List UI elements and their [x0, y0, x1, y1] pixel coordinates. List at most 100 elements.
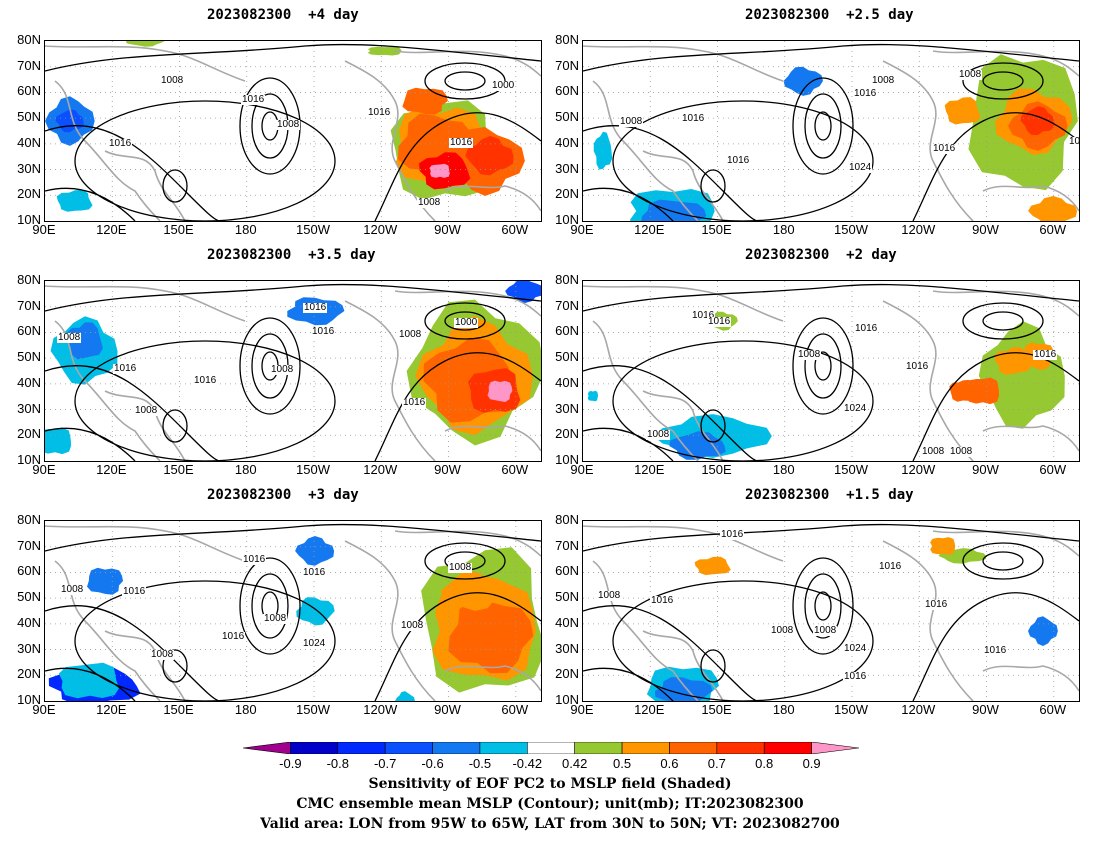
lat-tick-label: 80N — [555, 512, 579, 527]
contour-label: 1016 — [924, 599, 949, 610]
sensitivity-shading — [669, 431, 726, 460]
lat-tick-label: 30N — [555, 640, 579, 656]
lat-tick-label: 60N — [17, 323, 41, 339]
lat-tick-label: 10N — [17, 452, 41, 467]
isobar — [239, 557, 301, 655]
isobar — [444, 71, 486, 91]
isobar — [424, 302, 506, 340]
contour-label: 1008 — [400, 620, 425, 631]
caption-line-2: CMC ensemble mean MSLP (Contour); unit(m… — [296, 796, 804, 812]
isobar — [583, 523, 1079, 552]
isobar — [912, 112, 1079, 221]
lat-tick-label: 30N — [555, 160, 579, 176]
sensitivity-shading — [66, 322, 103, 360]
lat-tick-label: 20N — [555, 426, 579, 442]
isobar — [792, 317, 854, 415]
contour-label: 1016 — [691, 310, 716, 321]
lat-tick-label: 40N — [555, 614, 579, 630]
isobar — [814, 351, 832, 381]
contour-label: 1016 — [707, 316, 732, 327]
coastline — [642, 630, 724, 701]
colorbar-segment — [432, 742, 481, 754]
lon-tick-label: 90E — [570, 702, 594, 717]
sensitivity-shading — [126, 41, 165, 47]
sensitivity-shading — [45, 427, 71, 455]
isobar — [45, 43, 541, 72]
contour-label: 1016 — [650, 595, 675, 606]
colorbar-segment — [337, 742, 386, 754]
lon-tick-label: 60W — [1039, 222, 1067, 237]
coastline — [444, 425, 541, 452]
lat-tick-label: 40N — [17, 374, 41, 390]
coastline — [45, 525, 246, 562]
isobar — [45, 427, 136, 461]
contour-label: 1016 — [113, 363, 138, 374]
coastline — [592, 80, 699, 221]
lat-tick-label: 20N — [17, 426, 41, 442]
colorbar-segment — [479, 742, 528, 754]
contour-label: 1016 — [241, 94, 266, 105]
lon-tick-label: 120W — [901, 702, 936, 717]
coastline — [54, 80, 161, 221]
colorbar-label: 0.6 — [660, 756, 679, 771]
sensitivity-shading — [505, 281, 541, 303]
isobar — [45, 523, 541, 552]
lat-tick-label: 40N — [555, 374, 579, 390]
contour-label: 1016 — [449, 137, 474, 148]
colorbar-label: 0.9 — [802, 756, 821, 771]
sensitivity-shading — [654, 677, 713, 701]
sensitivity-shading — [783, 66, 823, 96]
lon-tick-label: 150E — [163, 462, 194, 477]
sensitivity-shading — [465, 136, 514, 176]
contour-label: 1016 — [878, 561, 903, 572]
contour-label: 1016 — [303, 302, 328, 313]
lat-tick-label: 40N — [555, 134, 579, 150]
coastline — [642, 150, 724, 221]
isobar — [804, 93, 842, 159]
coastline — [45, 45, 246, 82]
isobar — [792, 557, 854, 655]
lat-tick-label: 60N — [555, 323, 579, 339]
contour-label: 1008 — [398, 329, 423, 340]
colorbar-segment — [384, 742, 433, 754]
lat-tick-label: 40N — [17, 134, 41, 150]
colorbar — [243, 742, 859, 754]
lon-tick-label: 150W — [834, 702, 868, 717]
coastline — [344, 300, 436, 461]
isobar — [962, 302, 1044, 340]
isobar — [74, 580, 336, 701]
contour-label: 1016 — [402, 397, 427, 408]
lat-tick-label: 60N — [555, 83, 579, 99]
colorbar-label: -0.7 — [373, 756, 397, 771]
lat-tick-label: 70N — [17, 57, 41, 73]
sensitivity-shading — [487, 380, 513, 402]
lon-tick-label: 150E — [701, 222, 732, 237]
contour-label: 1008 — [270, 364, 295, 375]
lon-tick-label: 90E — [570, 222, 594, 237]
contour-label: 1008 — [797, 349, 822, 360]
contour-label: 1016 — [1033, 349, 1058, 360]
lat-tick-label: 30N — [555, 400, 579, 416]
colorbar-segment — [621, 742, 670, 754]
panel-title: 2023082300 +3 day — [207, 487, 359, 503]
colorbar-segment — [763, 742, 812, 754]
isobar — [45, 283, 541, 312]
isobar — [814, 111, 832, 141]
isobar — [700, 649, 726, 683]
colorbar-segment — [243, 742, 291, 754]
lat-tick-label: 80N — [17, 512, 41, 527]
lon-tick-label: 180 — [234, 222, 257, 237]
contour-label: 1016 — [843, 671, 868, 682]
lon-tick-label: 90W — [972, 222, 999, 237]
isobar — [239, 317, 301, 415]
isobar — [162, 169, 188, 203]
contour-label: 1016 — [983, 645, 1008, 656]
contour-label: 1008 — [597, 590, 622, 601]
lat-tick-label: 20N — [17, 666, 41, 682]
lon-tick-label: 120E — [634, 222, 665, 237]
contour-label: 1016 — [242, 554, 267, 565]
coastline — [932, 290, 1079, 317]
lon-tick-label: 150E — [163, 702, 194, 717]
isobar — [162, 409, 188, 443]
isobar — [804, 573, 842, 639]
